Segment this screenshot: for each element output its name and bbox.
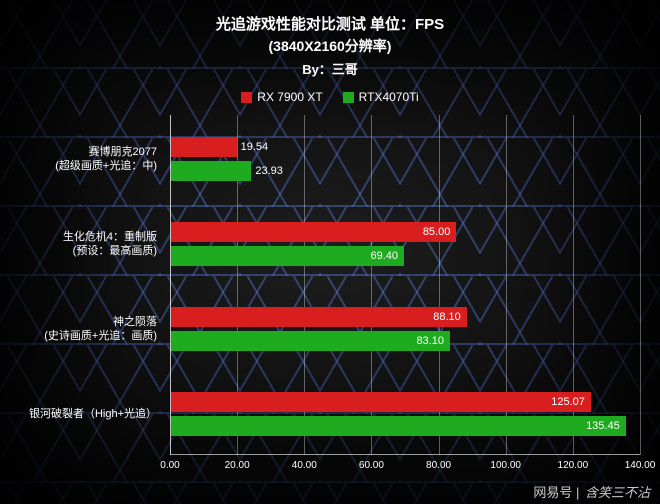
bar-value-label: 23.93 xyxy=(255,161,283,181)
category-label-line2: (超级画质+光追：中) xyxy=(0,159,157,173)
x-tick-label: 120.00 xyxy=(558,460,589,471)
x-tick-label: 20.00 xyxy=(225,460,250,471)
bar-value-label: 88.10 xyxy=(433,307,461,327)
legend: RX 7900 XT RTX4070Ti xyxy=(0,90,660,106)
bar: 83.10 xyxy=(171,331,450,351)
category-label-line2: (预设：最高画质) xyxy=(0,244,157,258)
category-label-line1: 生化危机4：重制版 xyxy=(0,230,157,244)
bar: 88.10 xyxy=(171,307,467,327)
plot-area: 0.0020.0040.0060.0080.00100.00120.00140.… xyxy=(170,115,640,455)
x-tick-label: 100.00 xyxy=(490,460,521,471)
x-tick-label: 40.00 xyxy=(292,460,317,471)
legend-item: RTX4070Ti xyxy=(343,90,419,104)
footer-credit: 网易号 | 含笑三不沾 xyxy=(533,482,650,501)
bar: 19.54 xyxy=(171,137,237,157)
category-label: 神之陨落(史诗画质+光追：画质) xyxy=(0,315,157,343)
bar-value-label: 125.07 xyxy=(551,392,585,412)
chart-title-byline: By：三哥 xyxy=(0,60,660,80)
category-label-line1: 神之陨落 xyxy=(0,315,157,329)
bar-value-label: 19.54 xyxy=(241,137,269,157)
bar: 23.93 xyxy=(171,161,251,181)
x-tick-label: 80.00 xyxy=(426,460,451,471)
gridline xyxy=(640,115,641,455)
category-label-line1: 银河破裂者（High+光追） xyxy=(0,407,157,421)
bar: 69.40 xyxy=(171,246,404,266)
category-label: 银河破裂者（High+光追） xyxy=(0,407,157,421)
legend-label: RX 7900 XT xyxy=(257,90,322,104)
category-label-line2: (史诗画质+光追：画质) xyxy=(0,329,157,343)
bar: 85.00 xyxy=(171,222,456,242)
bar-value-label: 135.45 xyxy=(586,416,620,436)
bar-groups: 19.54 23.93 85.00 69.40 88.10 83.10 125.07135.… xyxy=(170,115,640,455)
y-axis-labels: 赛博朋克2077(超级画质+光追：中) 生化危机4：重制版(预设：最高画质) 神之陨… xyxy=(0,115,165,455)
legend-item: RX 7900 XT xyxy=(241,90,322,104)
x-tick-label: 140.00 xyxy=(625,460,656,471)
bar-value-label: 85.00 xyxy=(423,222,451,242)
legend-swatch xyxy=(343,92,354,103)
legend-swatch xyxy=(241,92,252,103)
bar-value-label: 83.10 xyxy=(416,331,444,351)
category-label: 赛博朋克2077(超级画质+光追：中) xyxy=(0,145,157,173)
x-tick-label: 60.00 xyxy=(359,460,384,471)
footer-source: 网易号 xyxy=(533,485,572,500)
bar: 125.07 xyxy=(171,392,591,412)
x-tick-label: 0.00 xyxy=(160,460,179,471)
chart-title-line1: 光追游戏性能对比测试 单位：FPS xyxy=(0,14,660,36)
chart-title-block: 光追游戏性能对比测试 单位：FPS (3840X2160分辨率) By：三哥 xyxy=(0,14,660,80)
bar: 135.45 xyxy=(171,416,626,436)
category-label: 生化危机4：重制版(预设：最高画质) xyxy=(0,230,157,258)
legend-label: RTX4070Ti xyxy=(359,90,419,104)
category-label-line1: 赛博朋克2077 xyxy=(0,145,157,159)
footer-author: 含笑三不沾 xyxy=(585,485,650,500)
footer-separator: | xyxy=(572,485,583,500)
bar-value-label: 69.40 xyxy=(370,246,398,266)
chart-title-line2: (3840X2160分辨率) xyxy=(0,36,660,56)
